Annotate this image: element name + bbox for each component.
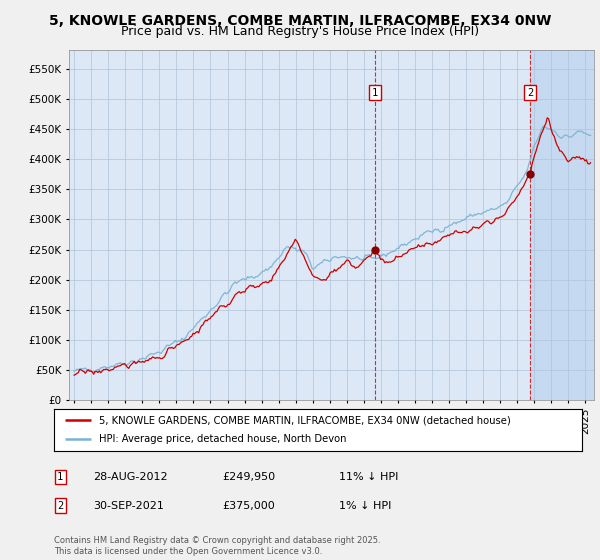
Text: 5, KNOWLE GARDENS, COMBE MARTIN, ILFRACOMBE, EX34 0NW: 5, KNOWLE GARDENS, COMBE MARTIN, ILFRACO… <box>49 14 551 28</box>
Text: Price paid vs. HM Land Registry's House Price Index (HPI): Price paid vs. HM Land Registry's House … <box>121 25 479 38</box>
Text: 1: 1 <box>372 88 378 97</box>
Text: £249,950: £249,950 <box>222 472 275 482</box>
Text: 30-SEP-2021: 30-SEP-2021 <box>93 501 164 511</box>
Text: 28-AUG-2012: 28-AUG-2012 <box>93 472 167 482</box>
Text: 5, KNOWLE GARDENS, COMBE MARTIN, ILFRACOMBE, EX34 0NW (detached house): 5, KNOWLE GARDENS, COMBE MARTIN, ILFRACO… <box>99 415 511 425</box>
Text: £375,000: £375,000 <box>222 501 275 511</box>
Text: HPI: Average price, detached house, North Devon: HPI: Average price, detached house, Nort… <box>99 435 346 445</box>
Text: 1% ↓ HPI: 1% ↓ HPI <box>339 501 391 511</box>
Bar <box>530 50 594 400</box>
Text: 2: 2 <box>527 88 533 97</box>
Text: 1: 1 <box>57 472 63 482</box>
Text: 2: 2 <box>57 501 63 511</box>
Text: Contains HM Land Registry data © Crown copyright and database right 2025.
This d: Contains HM Land Registry data © Crown c… <box>54 536 380 556</box>
Text: 11% ↓ HPI: 11% ↓ HPI <box>339 472 398 482</box>
